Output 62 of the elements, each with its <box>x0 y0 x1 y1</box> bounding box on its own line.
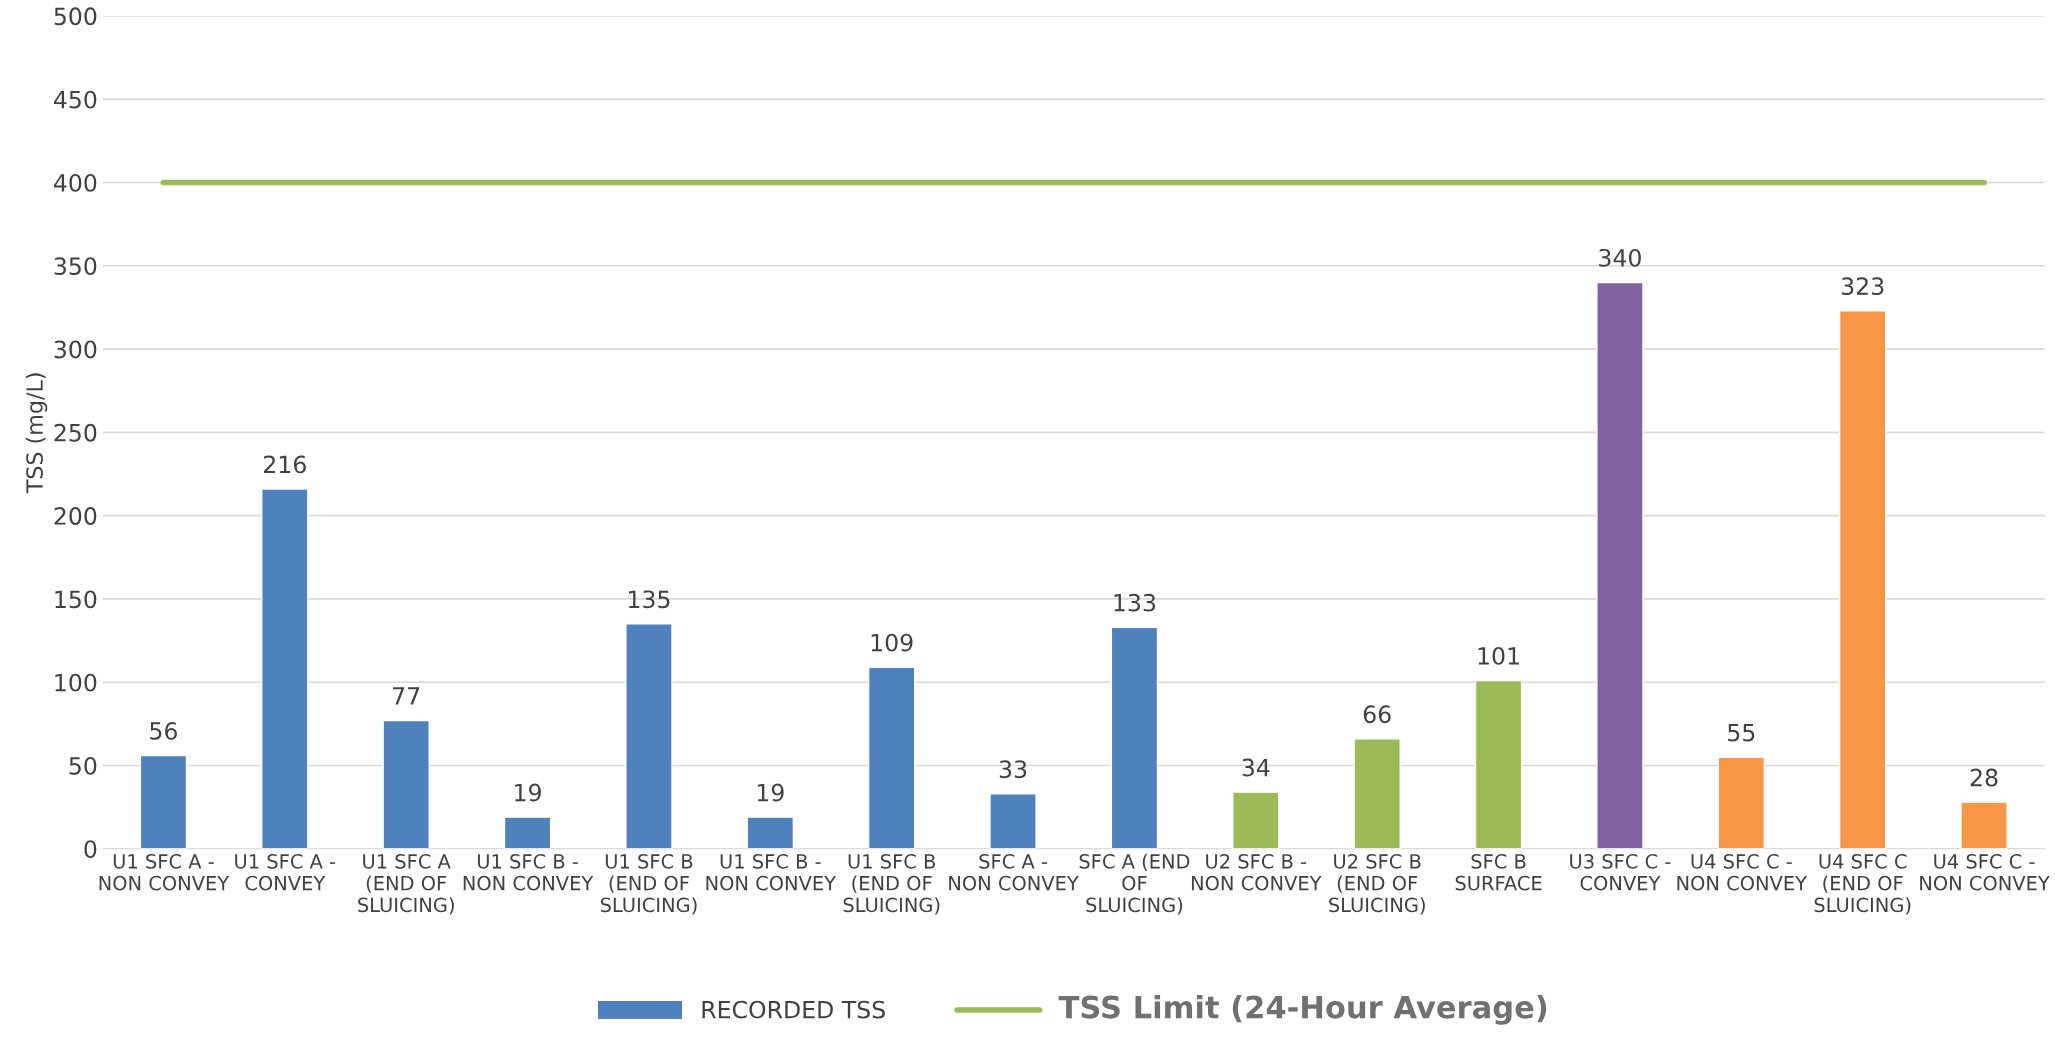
bar <box>1232 791 1280 849</box>
x-tick-label: U4 SFC C - NON CONVEY <box>1677 854 1808 891</box>
data-label: 19 <box>757 783 784 802</box>
x-tick-label: SFC A - NON CONVEY <box>949 854 1079 891</box>
bar <box>1474 679 1523 849</box>
x-tick-label: U1 SFC B - NON CONVEY <box>706 854 837 891</box>
y-tick-label: 250 <box>54 423 97 442</box>
bar <box>261 488 309 849</box>
x-tick-label: U3 SFC C - CONVEY <box>1570 854 1671 891</box>
bar <box>382 719 430 849</box>
x-tick-label: U1 SFC B (END OF SLUICING) <box>843 854 940 915</box>
x-tick-label: U1 SFC A - NON CONVEY <box>99 854 230 891</box>
x-tick-label: U1 SFC A (END OF SLUICING) <box>358 854 454 915</box>
data-label: 216 <box>264 455 306 474</box>
bar <box>625 623 673 849</box>
data-label: 19 <box>515 783 541 802</box>
x-tick-label: U1 SFC A - CONVEY <box>235 854 336 891</box>
data-label: 33 <box>999 760 1027 779</box>
bar <box>1838 310 1887 849</box>
x-tick-label: U2 SFC B - NON CONVEY <box>1191 854 1322 891</box>
data-label: 56 <box>150 721 177 740</box>
x-tick-label: U2 SFC B (END OF SLUICING) <box>1329 854 1425 915</box>
y-tick-label: 350 <box>54 257 97 276</box>
legend-label: TSS Limit (24-Hour Average) <box>1058 994 1547 1025</box>
y-tick-label: 150 <box>55 590 97 609</box>
bar <box>1353 738 1401 849</box>
data-label: 109 <box>871 633 913 652</box>
bar <box>867 666 916 849</box>
bar <box>139 754 188 849</box>
data-label: 77 <box>393 687 420 705</box>
y-tick-label: 400 <box>53 173 97 192</box>
x-tick-label: U4 SFC C (END OF SLUICING) <box>1814 854 1911 915</box>
y-tick-label: 0 <box>84 840 97 859</box>
y-tick-label: 50 <box>69 756 97 775</box>
data-label: 34 <box>1242 758 1270 777</box>
data-label: 66 <box>1363 705 1391 724</box>
y-tick-label: 300 <box>54 340 97 359</box>
data-label: 28 <box>1970 768 1998 787</box>
y-tick-label: 500 <box>54 7 97 26</box>
bar <box>1596 281 1644 849</box>
x-tick-label: U1 SFC B (END OF SLUICING) <box>600 854 697 915</box>
legend-label: RECORDED TSS <box>702 1000 885 1019</box>
data-label: 101 <box>1478 647 1519 665</box>
y-tick-label: 450 <box>53 90 97 109</box>
y-axis-title: TSS (mg/L) <box>25 373 48 494</box>
bar <box>503 816 552 849</box>
bar <box>989 793 1037 849</box>
data-label: 133 <box>1114 593 1156 612</box>
data-label: 323 <box>1841 277 1884 296</box>
bar <box>1717 756 1766 849</box>
x-tick-label: SFC B SURFACE <box>1455 854 1542 891</box>
data-label: 55 <box>1728 723 1755 742</box>
data-label: 135 <box>628 590 670 609</box>
bar <box>1960 801 2008 849</box>
y-tick-label: 100 <box>55 673 97 692</box>
x-tick-label: SFC A (END OF SLUICING) <box>1079 853 1190 915</box>
x-tick-label: U1 SFC B - NON CONVEY <box>463 854 594 891</box>
data-label: 340 <box>1599 248 1641 267</box>
bar <box>1110 626 1159 849</box>
bar <box>746 816 795 849</box>
y-tick-label: 200 <box>54 507 97 525</box>
x-tick-label: U4 SFC C - NON CONVEY <box>1920 854 2050 891</box>
